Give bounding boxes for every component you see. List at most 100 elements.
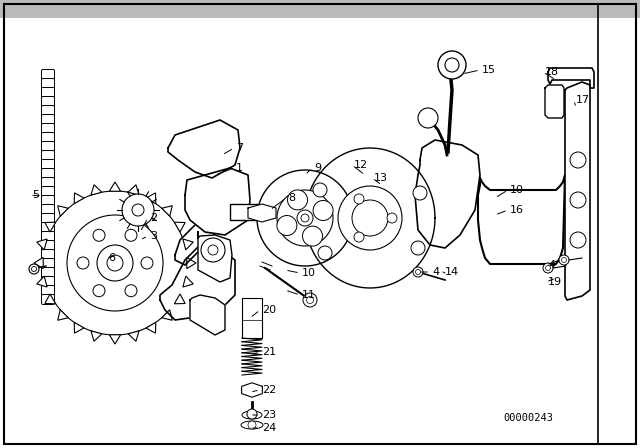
Circle shape [318,246,332,260]
Polygon shape [565,82,590,300]
Polygon shape [198,232,232,282]
Text: 19: 19 [548,277,562,287]
FancyBboxPatch shape [42,124,54,134]
Text: 13: 13 [374,173,388,183]
Circle shape [387,213,397,223]
Text: 23: 23 [262,410,276,420]
Polygon shape [43,191,187,335]
FancyBboxPatch shape [42,232,54,241]
Bar [0,0,640,18]
Text: 00000243: 00000243 [503,413,553,423]
Text: 8: 8 [288,193,295,203]
Circle shape [303,293,317,307]
FancyBboxPatch shape [42,151,54,160]
Polygon shape [146,323,156,333]
Polygon shape [109,335,121,344]
Text: 24: 24 [262,423,276,433]
Text: 5: 5 [32,190,39,200]
Text: 11: 11 [302,290,316,300]
FancyBboxPatch shape [42,285,54,296]
Polygon shape [45,294,56,304]
Text: 6: 6 [108,253,115,263]
Text: 22: 22 [262,385,276,395]
Circle shape [201,238,225,262]
Text: 10: 10 [302,268,316,278]
Text: 18: 18 [545,67,559,77]
Ellipse shape [242,411,262,419]
Circle shape [248,421,256,429]
FancyBboxPatch shape [42,250,54,259]
Text: 1: 1 [236,163,243,173]
Circle shape [413,186,427,200]
FancyBboxPatch shape [42,96,54,107]
Polygon shape [45,222,56,232]
FancyBboxPatch shape [42,195,54,206]
Circle shape [301,214,309,222]
Polygon shape [415,140,480,248]
Circle shape [354,194,364,204]
Text: 15: 15 [482,65,496,75]
Circle shape [31,267,36,271]
Text: 3: 3 [150,231,157,241]
Circle shape [122,194,154,226]
Circle shape [415,270,420,275]
Polygon shape [91,331,102,341]
Circle shape [93,229,105,241]
Polygon shape [91,185,102,195]
Polygon shape [478,175,565,264]
Circle shape [29,264,39,274]
Circle shape [303,226,323,246]
Polygon shape [305,148,435,288]
FancyBboxPatch shape [42,276,54,287]
Circle shape [413,267,423,277]
Polygon shape [168,120,240,178]
FancyBboxPatch shape [42,241,54,250]
Circle shape [438,51,466,79]
Polygon shape [242,383,262,397]
FancyBboxPatch shape [42,177,54,188]
FancyBboxPatch shape [42,87,54,98]
Circle shape [445,58,459,72]
Polygon shape [187,257,196,269]
Polygon shape [146,193,156,204]
Polygon shape [36,276,47,287]
Circle shape [125,285,137,297]
Circle shape [125,229,137,241]
Polygon shape [162,206,172,216]
Polygon shape [128,331,139,341]
Circle shape [208,245,218,255]
Circle shape [297,210,313,226]
Circle shape [77,257,89,269]
Text: 4: 4 [432,267,439,277]
FancyBboxPatch shape [42,115,54,125]
Text: 16: 16 [510,205,524,215]
Circle shape [141,257,153,269]
Polygon shape [545,85,564,118]
Circle shape [67,215,163,311]
FancyBboxPatch shape [42,133,54,142]
Circle shape [338,186,402,250]
Circle shape [277,215,297,236]
Circle shape [93,285,105,297]
Circle shape [418,108,438,128]
Polygon shape [74,323,84,333]
Polygon shape [185,168,250,235]
Text: 9: 9 [314,163,321,173]
Polygon shape [183,239,193,250]
Circle shape [287,190,307,210]
Circle shape [570,192,586,208]
Circle shape [570,232,586,248]
Circle shape [107,255,123,271]
Polygon shape [183,276,193,287]
Circle shape [352,200,388,236]
Circle shape [545,266,550,271]
FancyBboxPatch shape [42,168,54,178]
Circle shape [570,152,586,168]
Text: 17: 17 [576,95,590,105]
Circle shape [249,412,255,418]
Polygon shape [175,200,230,265]
Text: 10: 10 [510,185,524,195]
Polygon shape [162,310,172,320]
Circle shape [247,409,257,419]
FancyBboxPatch shape [42,186,54,197]
